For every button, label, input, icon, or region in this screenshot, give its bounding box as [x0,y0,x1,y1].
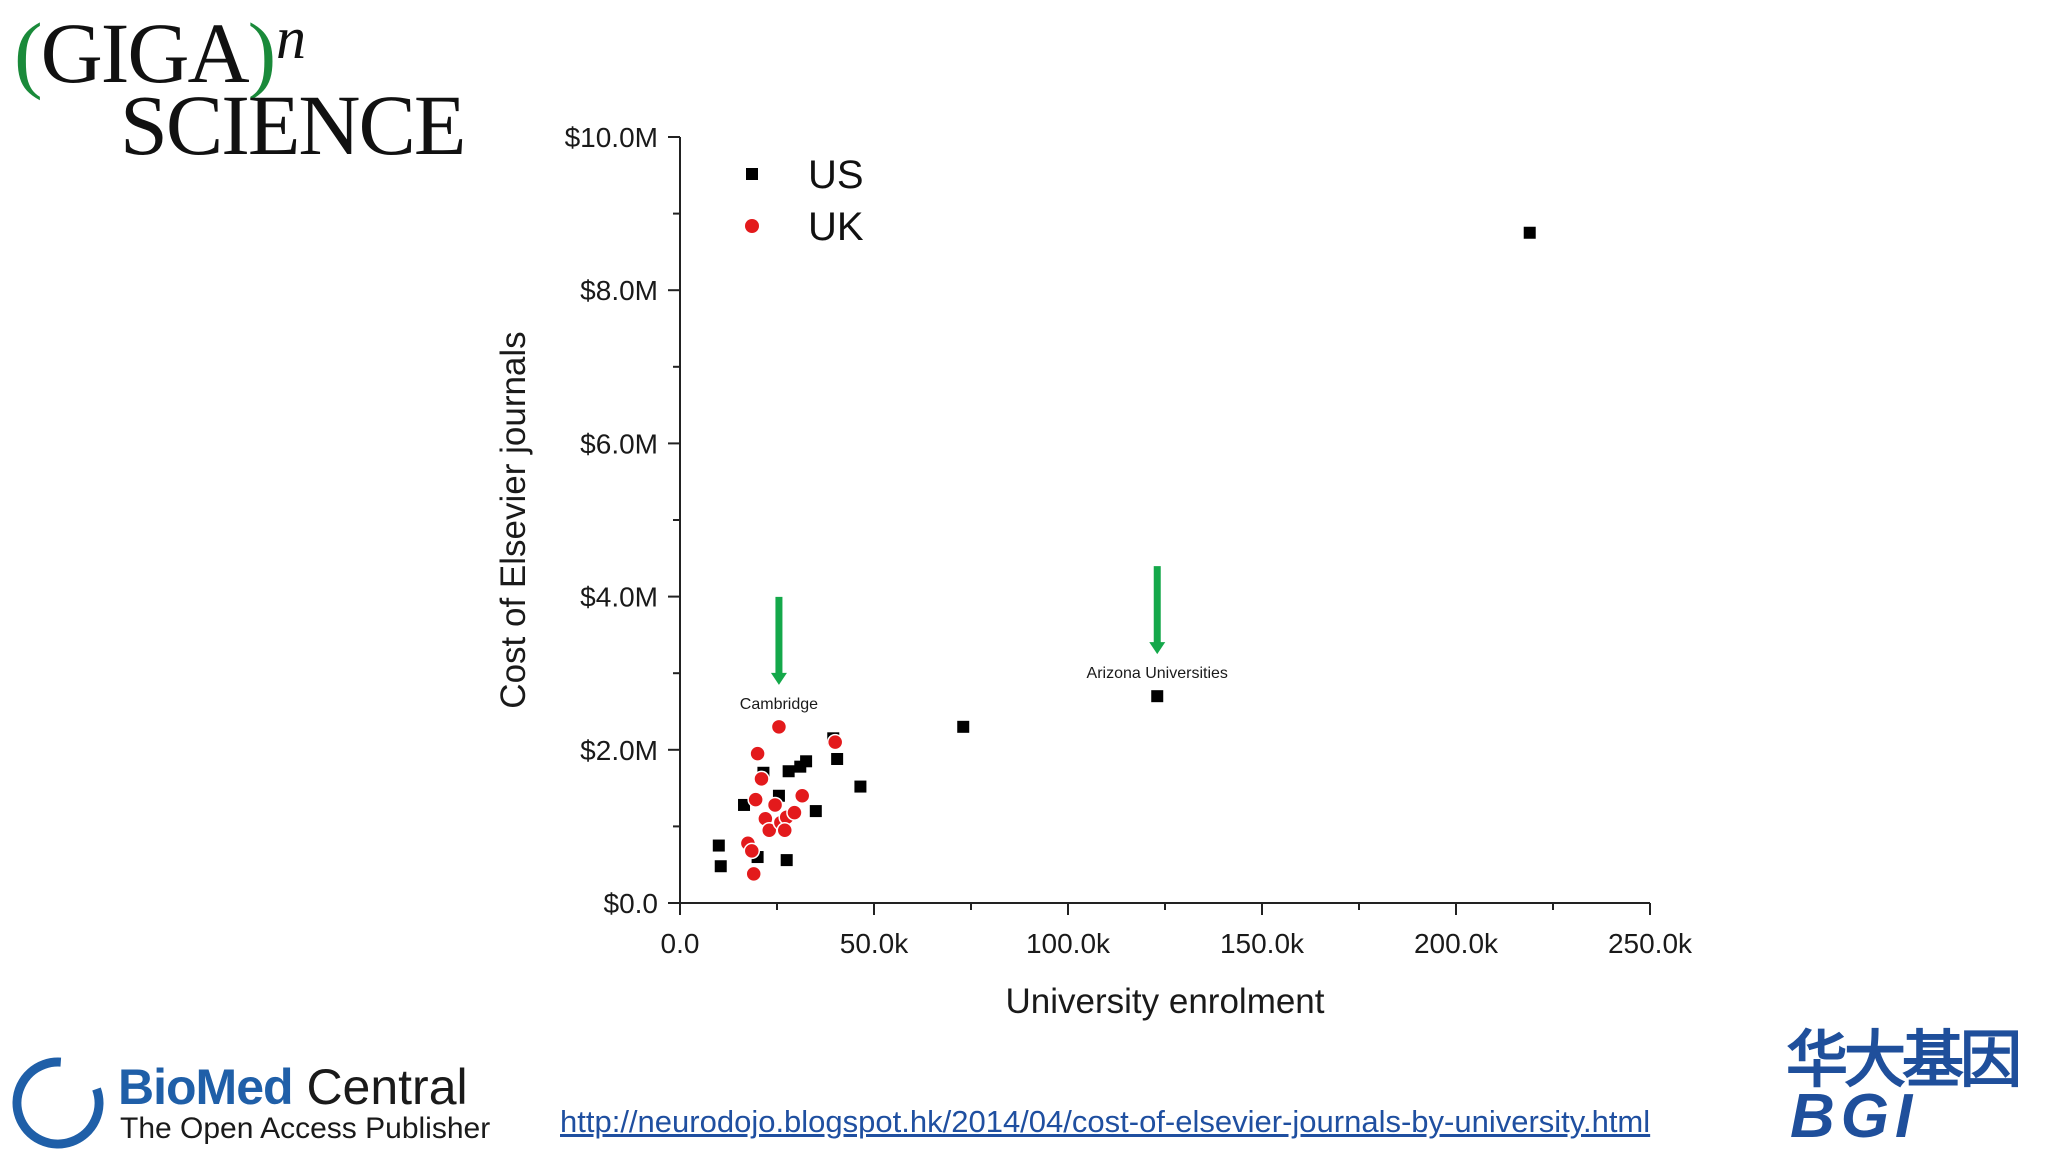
data-point-us [831,752,844,765]
data-point-uk [793,787,811,805]
data-point-us [1523,226,1536,239]
legend-label-us: US [808,153,864,197]
biomed-ring-icon [12,1057,104,1149]
data-point-us [800,755,813,768]
data-point-uk [747,791,764,808]
source-link[interactable]: http://neurodojo.blogspot.hk/2014/04/cos… [560,1104,1651,1139]
data-point-us [854,780,867,793]
data-point-uk [749,745,766,762]
data-point-us [780,854,793,867]
y-tick-label: $8.0M [580,275,658,306]
biomed-tagline: The Open Access Publisher [120,1112,491,1145]
science-word: SCIENCE [120,77,466,173]
giga-word: GIGA [40,5,250,101]
y-tick-label: $0.0 [604,888,659,919]
x-tick-label: 50.0k [840,928,909,959]
data-point-uk [743,842,761,860]
data-points [712,226,1536,883]
giga-paren-open: ( [14,5,43,101]
annotation-arrow-head [1149,642,1166,655]
data-point-uk [776,821,794,839]
y-tick-label: $4.0M [580,582,658,613]
biomed-name-bold: BioMed [118,1059,294,1115]
data-point-us [809,805,822,818]
data-point-us [712,839,725,852]
legend: US UK [745,153,864,249]
biomed-name-light: Central [292,1059,468,1115]
x-tick-label: 200.0k [1414,928,1499,959]
giga-paren-close: ) [247,5,277,101]
data-point-uk [786,804,803,821]
annotation-label: Cambridge [740,696,818,713]
bgi-english-name: BGI [1790,1082,1919,1151]
data-point-uk [766,796,784,814]
x-axis-title: University enrolment [1006,982,1325,1021]
y-axis-title: Cost of Elsevier journals [494,331,533,708]
x-tick-label: 250.0k [1608,928,1693,959]
x-tick-label: 150.0k [1220,928,1305,959]
x-tick-label: 100.0k [1026,928,1111,959]
annotation-label: Arizona Universities [1087,665,1228,682]
axes: 0.0 50.0k 100.0k 150.0k 200.0k 250.0k $0.0 $2.0… [494,122,1693,1021]
x-tick-label: 0.0 [661,928,700,959]
data-point-uk [770,718,788,736]
y-tick-label: $6.0M [580,428,658,459]
biomed-central-logo: BioMed Central The Open Access Publisher [6,1052,490,1152]
bgi-logo: 华大基因 BGI [1786,1026,2042,1151]
y-tick-label: $10.0M [565,122,658,153]
data-point-us [738,798,751,811]
gigascience-logo-top: (GIGA) [14,10,276,96]
legend-label-uk: UK [808,205,864,249]
data-point-uk [745,865,762,883]
annotations: Cambridge Arizona Universities [740,566,1228,713]
y-tick-label: $2.0M [580,735,658,766]
data-point-us [782,765,795,778]
bgi-chinese-name: 华大基因 [1786,1026,2022,1095]
legend-marker-square [746,168,758,180]
gigascience-logo: (GIGA) n SCIENCE [14,5,466,168]
data-point-uk [753,770,770,788]
data-point-us [714,860,727,873]
data-point-us [957,720,970,733]
data-point-us [1151,690,1164,703]
annotation-arrow-head [770,672,787,685]
biomed-name: BioMed Central [118,1062,468,1112]
legend-marker-circle [745,219,759,233]
giga-superscript: n [276,5,306,71]
data-point-uk [826,733,844,751]
